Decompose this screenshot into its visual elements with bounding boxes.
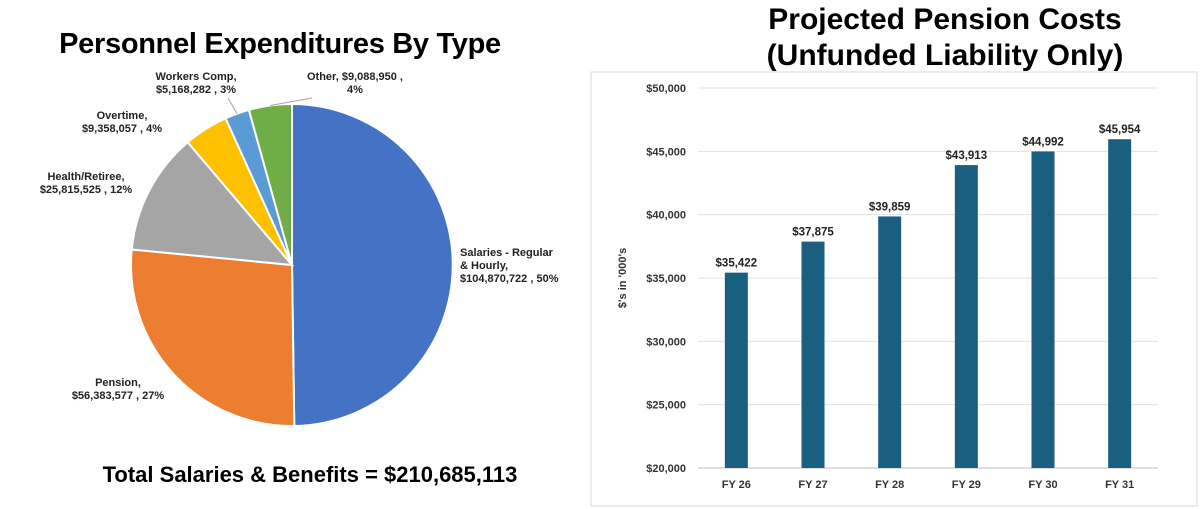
y-tick-label: $50,000 (646, 83, 686, 95)
pie-slice-label: Pension, $56,383,577 , 27% (72, 377, 165, 402)
pie-chart-panel: Personnel Expenditures By Type Salaries … (0, 0, 590, 509)
pie-slice-label: Health/Retiree, $25,815,525 , 12% (40, 171, 133, 196)
pie-slice (291, 102, 454, 427)
x-tick-label: FY 27 (798, 479, 827, 491)
bar-chart-title: Projected Pension Costs (Unfunded Liabil… (690, 2, 1200, 74)
x-tick-label: FY 30 (1028, 479, 1057, 491)
pie-slice-label: Workers Comp, $5,168,282 , 3% (155, 71, 236, 96)
pie-chart-total: Total Salaries & Benefits = $210,685,113 (102, 462, 518, 487)
bar-data-label: $37,875 (792, 227, 834, 239)
x-tick-label: FY 29 (952, 479, 981, 491)
pie-slice-label: Salaries - Regular & Hourly, $104,870,722 … (460, 247, 559, 285)
bar (1108, 139, 1132, 468)
y-tick-label: $35,000 (646, 273, 686, 285)
bar-data-label: $44,992 (1022, 136, 1064, 148)
bar-chart-panel: Projected Pension Costs (Unfunded Liabil… (590, 0, 1200, 509)
pie-slice-label: Overtime, $9,358,057 , 4% (82, 110, 162, 135)
y-tick-label: $40,000 (646, 210, 686, 222)
bar-chart-title-line-2: (Unfunded Liability Only) (766, 39, 1124, 72)
pie-slice (247, 102, 293, 266)
bar-data-label: $43,913 (946, 150, 988, 162)
y-tick-label: $25,000 (646, 400, 686, 412)
bar (801, 241, 825, 468)
y-tick-label: $30,000 (646, 336, 686, 348)
x-tick-label: FY 26 (722, 479, 751, 491)
bar (878, 216, 902, 468)
pie-slice-label: Other, $9,088,950 , 4% (307, 71, 403, 96)
bar-chart: $20,000 $25,000 $30,000 $35,000 $40,000 $45,0… (590, 71, 1198, 507)
pie-chart: Salaries - Regular & Hourly, $104,870,722 … (40, 71, 559, 427)
x-tick-label: FY 31 (1105, 479, 1134, 491)
bar (954, 165, 978, 468)
bar-chart-frame (590, 71, 1198, 507)
bar (1031, 151, 1055, 468)
bar-data-label: $45,954 (1099, 124, 1141, 136)
bar-chart-title-line-1: Projected Pension Costs (768, 3, 1122, 36)
pie-slice (130, 140, 295, 267)
y-axis-label: $'s in '000's (617, 248, 629, 308)
pie-slice (130, 248, 296, 427)
pie-leader-line (270, 97, 313, 106)
bar (724, 272, 748, 468)
y-tick-label: $45,000 (646, 146, 686, 158)
bar-data-label: $35,422 (716, 258, 758, 270)
pie-leader-line (227, 97, 238, 114)
y-tick-label: $20,000 (646, 463, 686, 475)
bar-data-label: $39,859 (869, 201, 911, 213)
x-tick-label: FY 28 (875, 479, 904, 491)
pie-chart-title: Personnel Expenditures By Type (59, 28, 501, 60)
